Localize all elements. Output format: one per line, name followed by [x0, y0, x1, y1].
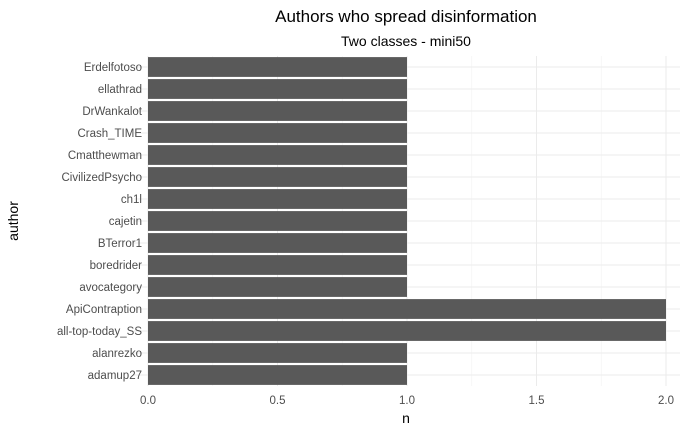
- y-tick-label: ch1l: [121, 194, 142, 206]
- y-tick-label: BTerror1: [98, 238, 142, 250]
- bar: [148, 211, 407, 231]
- y-tick-label: ApiContraption: [66, 304, 142, 316]
- y-tick-label: CivilizedPsycho: [61, 172, 142, 184]
- y-tick-label: boredrider: [90, 260, 143, 272]
- x-tick-label: 1.0: [399, 395, 415, 407]
- y-tick-label: avocategory: [79, 282, 142, 294]
- bar: [148, 255, 407, 275]
- chart-title: Authors who spread disinformation: [275, 7, 537, 26]
- x-tick-label: 0.5: [270, 395, 286, 407]
- bars: [148, 57, 666, 385]
- y-tick-label: alanrezko: [92, 348, 142, 360]
- bar: [148, 365, 407, 385]
- x-tick-label: 1.5: [529, 395, 545, 407]
- x-axis-title: n: [402, 410, 410, 426]
- y-axis-title: author: [5, 201, 21, 241]
- y-tick-label: all-top-today_SS: [57, 326, 142, 338]
- bar: [148, 145, 407, 165]
- bar: [148, 343, 407, 363]
- y-tick-label: Cmatthewman: [68, 150, 142, 162]
- y-tick-label: adamup27: [88, 370, 142, 382]
- bar: [148, 299, 666, 319]
- bar: [148, 57, 407, 77]
- x-tick-label: 2.0: [658, 395, 674, 407]
- bar: [148, 321, 666, 341]
- y-tick-label: cajetin: [109, 216, 142, 228]
- y-tick-label: Crash_TIME: [77, 128, 142, 140]
- x-tick-label: 0.0: [140, 395, 156, 407]
- bar: [148, 167, 407, 187]
- bar: [148, 79, 407, 99]
- bar: [148, 277, 407, 297]
- y-tick-label: ellathrad: [98, 84, 142, 96]
- bar: [148, 101, 407, 121]
- y-tick-labels: Erdelfotoso ellathrad DrWankalot Crash_TIME…: [57, 62, 143, 382]
- x-tick-labels: 0.0 0.5 1.0 1.5 2.0: [140, 395, 674, 407]
- bar: [148, 189, 407, 209]
- bar: [148, 123, 407, 143]
- chart-subtitle: Two classes - mini50: [341, 33, 471, 49]
- y-tick-label: Erdelfotoso: [84, 62, 142, 74]
- y-tick-label: DrWankalot: [82, 106, 142, 118]
- bar: [148, 233, 407, 253]
